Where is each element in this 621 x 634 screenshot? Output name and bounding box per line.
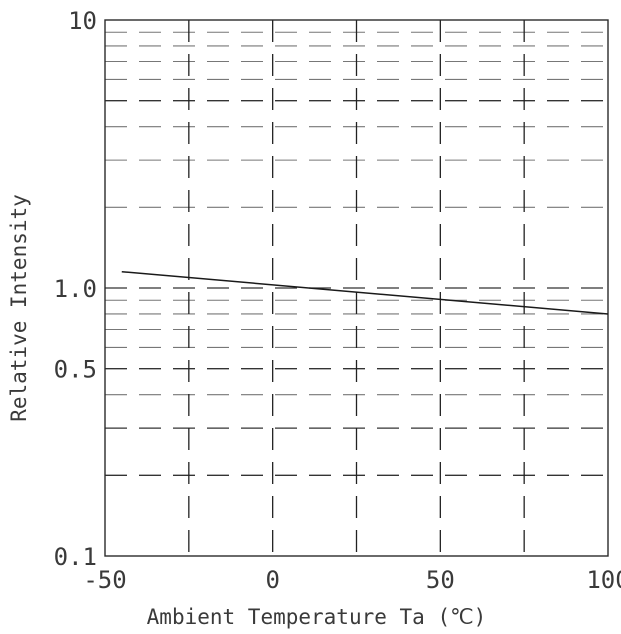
y-tick-label: 10 (68, 7, 97, 35)
grid (105, 20, 608, 556)
y-tick-label: 0.1 (54, 543, 97, 571)
x-tick-label: -50 (83, 566, 126, 594)
y-tick-label: 0.5 (54, 356, 97, 384)
tick-labels: -50 0 50 100 0.1 0.5 1.0 10 (54, 7, 621, 594)
y-axis-label: Relative Intensity (7, 194, 31, 422)
plot-frame (104, 19, 609, 557)
x-tick-label: 50 (426, 566, 455, 594)
series-line (121, 270, 609, 315)
x-tick-label: 100 (586, 566, 621, 594)
x-tick-label: 0 (265, 566, 279, 594)
series-layer (121, 270, 609, 315)
x-axis-label: Ambient Temperature Ta (℃) (147, 605, 487, 629)
y-tick-label: 1.0 (54, 275, 97, 303)
